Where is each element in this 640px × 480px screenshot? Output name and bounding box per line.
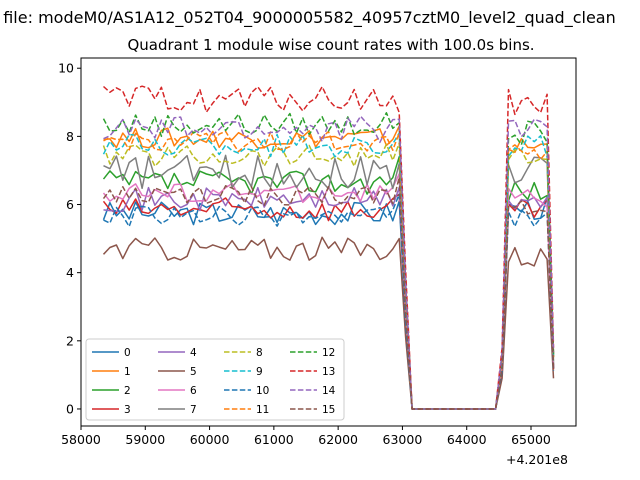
- y-tick-label: 0: [66, 401, 74, 416]
- series-layer: [102, 85, 555, 410]
- legend-label-5: 5: [190, 366, 197, 378]
- x-tick-label: 63000: [383, 432, 423, 447]
- legend-label-13: 13: [322, 366, 335, 378]
- chart-title: Quadrant 1 module wise count rates with …: [127, 36, 535, 54]
- legend-label-7: 7: [190, 404, 197, 416]
- x-tick-label: 65000: [511, 432, 551, 447]
- legend-label-11: 11: [256, 404, 269, 416]
- legend-label-4: 4: [190, 347, 197, 359]
- x-tick-label: 59000: [125, 432, 165, 447]
- figure-suptitle: n file: modeM0/AS1A12_052T04_9000005582_…: [0, 8, 616, 27]
- y-tick-label: 6: [66, 197, 74, 212]
- x-axis: 58000 59000 60000 61000 62000 63000 64000 65000: [61, 426, 551, 447]
- legend-label-12: 12: [322, 347, 335, 359]
- legend-label-2: 2: [124, 385, 131, 397]
- y-axis: 0 2 4 6 8 10: [58, 61, 81, 416]
- x-tick-label: 60000: [190, 432, 230, 447]
- legend-label-10: 10: [256, 385, 269, 397]
- legend-label-8: 8: [256, 347, 263, 359]
- legend-label-14: 14: [322, 385, 336, 397]
- legend-label-1: 1: [124, 366, 131, 378]
- x-tick-label: 61000: [254, 432, 294, 447]
- legend-label-15: 15: [322, 404, 335, 416]
- x-tick-label: 64000: [447, 432, 487, 447]
- x-tick-label: 62000: [318, 432, 358, 447]
- axes-frame: [80, 57, 577, 427]
- legend-label-6: 6: [190, 385, 197, 397]
- legend-label-0: 0: [124, 347, 131, 359]
- y-tick-label: 8: [66, 129, 74, 144]
- series-line-15: [102, 176, 555, 410]
- legend-box: [85, 338, 345, 421]
- series-line-13: [103, 85, 555, 410]
- y-tick-label: 10: [58, 61, 74, 76]
- series-line-14: [103, 115, 555, 410]
- x-axis-offset-label: +4.201e8: [506, 452, 568, 467]
- y-tick-label: 2: [66, 333, 74, 348]
- legend-label-9: 9: [256, 366, 263, 378]
- x-tick-label: 58000: [61, 432, 101, 447]
- y-tick-label: 4: [66, 265, 74, 280]
- series-line-9: [102, 132, 555, 410]
- legend-label-3: 3: [124, 404, 131, 416]
